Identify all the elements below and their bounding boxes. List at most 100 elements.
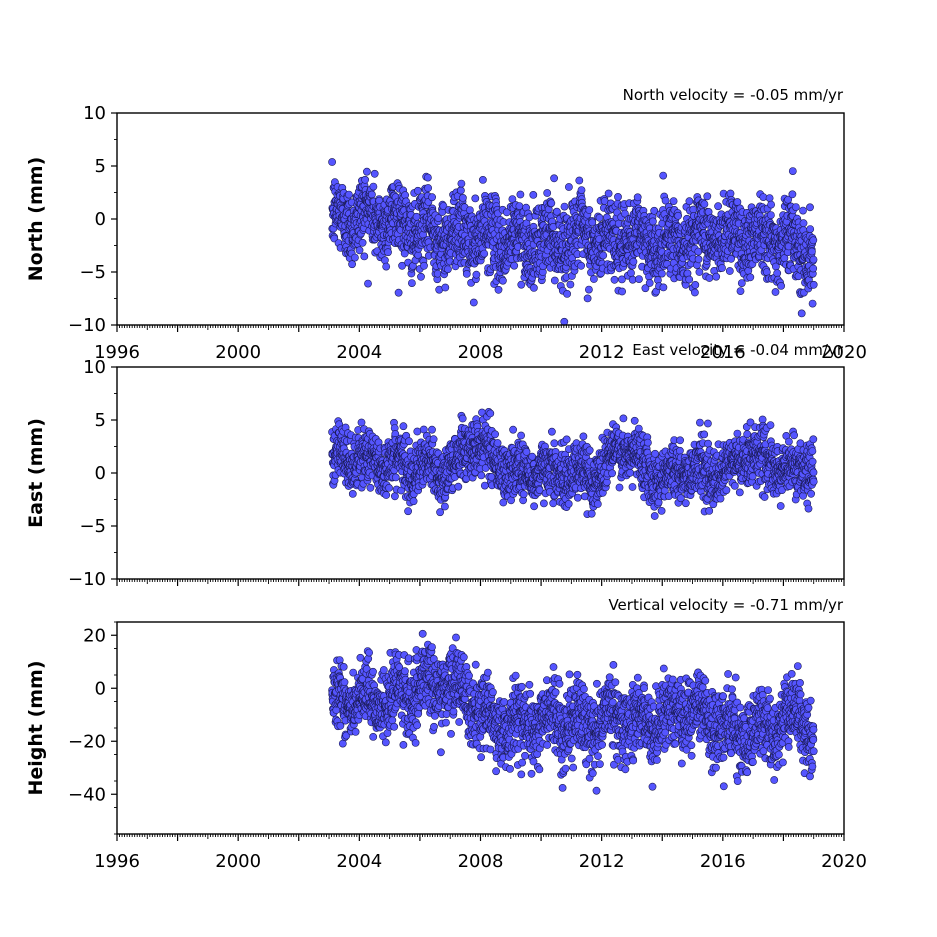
data-point xyxy=(685,275,694,284)
x-tick-label: 2004 xyxy=(336,342,382,363)
data-point xyxy=(583,294,592,303)
data-point xyxy=(499,498,508,507)
east-panel: East velocity = -0.04 mm/yr East (mm) −1… xyxy=(25,341,845,590)
data-point xyxy=(809,264,818,273)
data-point xyxy=(348,489,357,498)
data-point xyxy=(565,183,573,191)
y-tick-label: −5 xyxy=(79,262,106,283)
data-point xyxy=(759,193,768,201)
data-point xyxy=(593,500,602,508)
data-point xyxy=(806,203,814,212)
data-point xyxy=(806,225,815,233)
data-point xyxy=(726,189,735,198)
x-tick-label: 2000 xyxy=(215,342,261,363)
data-point xyxy=(767,211,775,219)
x-tick-label: 2008 xyxy=(458,342,504,363)
data-point xyxy=(577,186,586,194)
data-point xyxy=(543,189,552,197)
data-point xyxy=(491,430,499,439)
data-point xyxy=(413,186,422,195)
north-points xyxy=(328,158,818,326)
y-tick-label: −10 xyxy=(68,315,106,336)
data-point xyxy=(650,512,659,520)
data-point xyxy=(550,174,558,183)
data-point xyxy=(462,269,471,278)
data-point xyxy=(590,275,598,283)
data-point xyxy=(385,483,393,492)
data-point xyxy=(799,206,807,215)
data-point xyxy=(681,499,690,508)
data-point xyxy=(344,190,353,199)
data-point xyxy=(350,253,359,262)
data-point xyxy=(516,190,525,199)
data-point xyxy=(454,482,463,491)
data-point xyxy=(587,509,596,518)
data-point xyxy=(585,285,593,294)
data-point xyxy=(407,279,416,287)
data-point xyxy=(360,252,369,261)
data-point xyxy=(384,248,392,257)
data-point xyxy=(457,179,466,188)
x-tick-label: 2012 xyxy=(579,342,625,363)
data-point xyxy=(458,193,467,202)
data-point xyxy=(788,190,797,199)
data-point xyxy=(712,272,721,281)
data-point xyxy=(548,427,556,436)
data-point xyxy=(424,184,432,192)
data-point xyxy=(441,283,450,292)
data-point xyxy=(493,439,502,447)
data-point xyxy=(530,502,538,511)
data-point xyxy=(645,279,654,287)
data-point xyxy=(436,508,444,517)
data-point xyxy=(659,283,668,292)
data-point xyxy=(767,200,775,209)
data-point xyxy=(417,272,425,281)
data-point xyxy=(629,257,638,266)
data-point xyxy=(691,288,699,297)
data-point xyxy=(585,446,594,455)
data-point xyxy=(563,289,571,298)
data-point xyxy=(420,261,428,270)
data-point xyxy=(357,418,366,427)
data-point xyxy=(413,427,422,436)
data-point xyxy=(705,506,714,515)
data-point xyxy=(382,262,391,271)
data-point xyxy=(737,279,746,287)
data-point xyxy=(599,251,608,260)
data-point xyxy=(550,276,559,285)
data-point xyxy=(595,213,604,222)
data-point xyxy=(390,492,399,501)
data-point xyxy=(628,483,637,491)
data-point xyxy=(440,502,449,511)
data-point xyxy=(560,202,569,211)
data-point xyxy=(369,182,378,191)
data-point xyxy=(553,207,561,216)
data-point xyxy=(428,193,436,202)
data-point xyxy=(626,468,634,477)
data-point xyxy=(382,491,391,499)
data-point xyxy=(718,264,726,272)
data-point xyxy=(370,169,379,178)
data-point xyxy=(575,176,584,185)
data-point xyxy=(456,186,465,195)
data-point xyxy=(549,499,558,508)
data-point xyxy=(765,194,774,202)
data-point xyxy=(478,175,487,184)
data-point xyxy=(700,430,709,439)
data-point xyxy=(517,280,526,289)
data-point xyxy=(696,418,704,427)
data-point xyxy=(703,192,712,201)
data-point xyxy=(480,249,489,258)
data-point xyxy=(517,431,525,440)
north-panel: North velocity = -0.05 mm/yr North (mm) … xyxy=(25,86,867,363)
data-point xyxy=(367,190,376,199)
data-point xyxy=(777,281,785,290)
data-point xyxy=(797,309,806,318)
data-point xyxy=(498,276,507,285)
data-point xyxy=(577,261,585,270)
north-velocity-label: North velocity = -0.05 mm/yr xyxy=(623,86,844,104)
data-point xyxy=(700,200,709,208)
data-point xyxy=(355,246,364,255)
data-point xyxy=(809,236,818,245)
